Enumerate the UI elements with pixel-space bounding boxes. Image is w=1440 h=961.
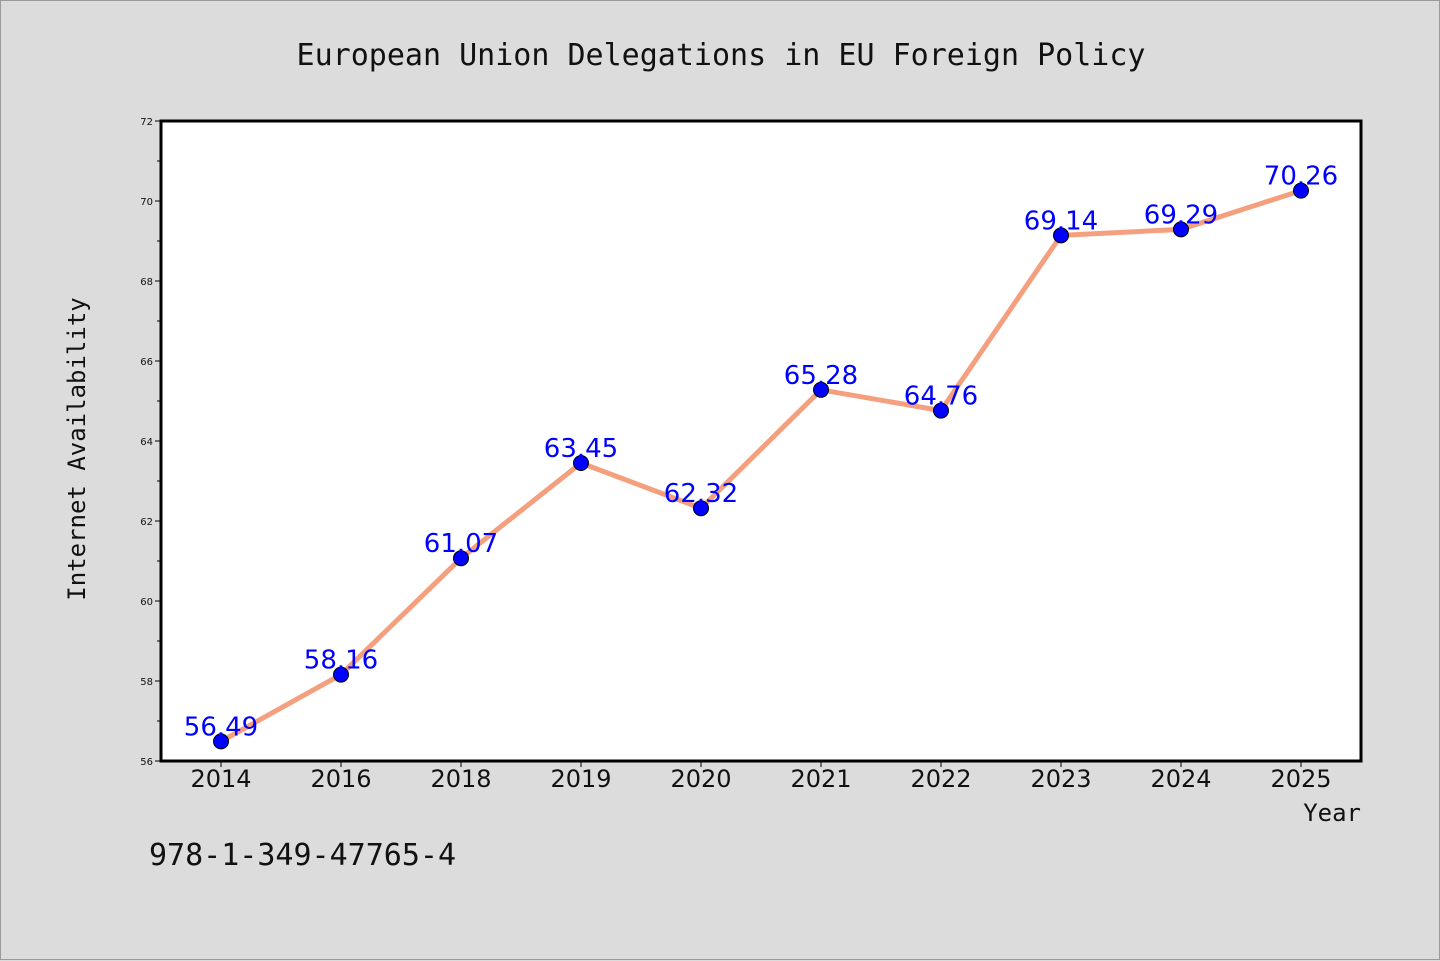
x-tick-label: 2016 [310,765,371,793]
data-label: 70.26 [1264,162,1338,192]
data-label: 58.16 [304,646,378,676]
x-tick-label: 2014 [190,765,251,793]
data-label: 65.28 [784,361,858,391]
data-labels-layer: 56.49 58.16 61.07 63.45 62.32 65.28 64.76 69.14… [184,162,1338,743]
y-tick-label: 62 [140,517,153,528]
y-tick-label: 66 [140,357,153,368]
y-tick-label: 64 [140,437,153,448]
data-label: 64.76 [904,382,978,412]
data-label: 61.07 [424,529,498,559]
data-label: 69.14 [1024,206,1098,236]
x-axis-ticks: 2014 2016 2018 2019 2020 2021 2022 2023 2024 2025 [190,761,1332,793]
x-tick-label: 2020 [670,765,731,793]
y-tick-label: 68 [140,277,153,288]
data-label: 69.29 [1144,200,1218,230]
y-axis-ticks: 56 58 60 62 64 66 68 70 72 [140,117,161,768]
x-tick-label: 2024 [1150,765,1211,793]
data-point [1293,182,1309,199]
x-tick-label: 2018 [430,765,491,793]
x-tick-label: 2025 [1270,765,1331,793]
y-tick-label: 72 [140,117,153,128]
x-tick-label: 2022 [910,765,971,793]
y-tick-label: 60 [140,597,153,608]
y-tick-label: 70 [140,197,153,208]
isbn-text: 978-1-349-47765-4 [149,838,456,873]
x-tick-label: 2023 [1030,765,1091,793]
data-point [933,402,949,419]
data-point [453,550,469,567]
data-point [1173,221,1189,238]
data-point [213,733,229,750]
x-axis-title: Year [1303,799,1361,827]
x-tick-label: 2021 [790,765,851,793]
series-line [218,188,1304,744]
data-label: 56.49 [184,712,258,742]
y-tick-label: 58 [140,677,153,688]
data-label: 62.32 [664,479,738,509]
x-tick-label: 2019 [550,765,611,793]
data-label: 63.45 [544,434,618,464]
data-point [813,381,829,398]
y-axis-title: Internet Availability [63,297,91,600]
data-point [333,666,349,683]
y-tick-label: 56 [140,757,153,768]
series-layer [213,182,1309,750]
data-point [693,500,709,517]
data-point [1053,227,1069,244]
chart-title: European Union Delegations in EU Foreign… [297,38,1146,73]
data-point [573,455,589,471]
